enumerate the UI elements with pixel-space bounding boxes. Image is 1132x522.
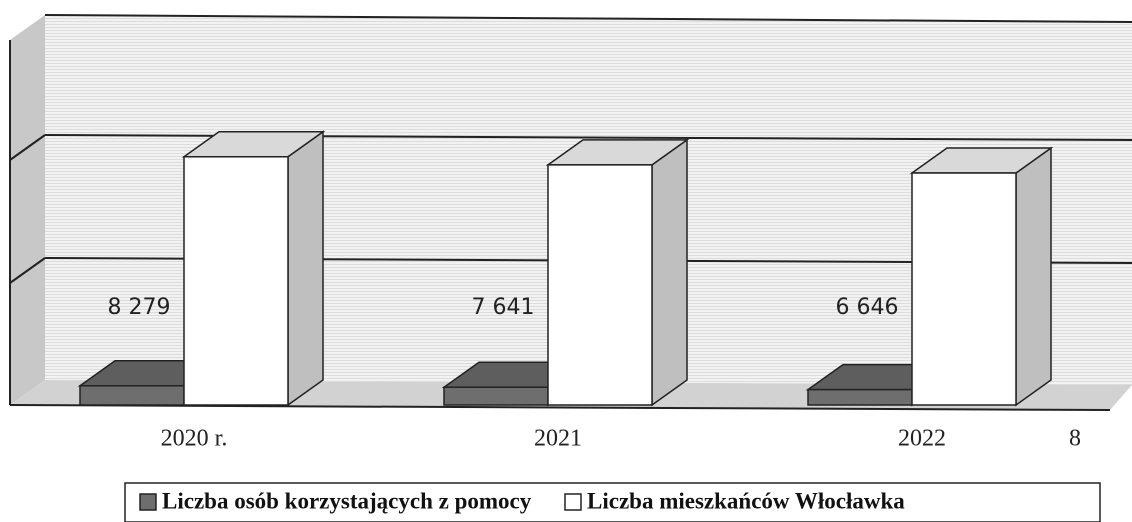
legend-box: [124, 482, 1101, 522]
bar-face: [651, 138, 688, 407]
x-tick-label: 2022: [898, 426, 946, 452]
bar: [181, 130, 326, 407]
legend-swatch: [564, 493, 582, 511]
x-tick-label: 2021: [534, 426, 582, 452]
bar-face: [807, 388, 913, 406]
legend-swatch: [139, 493, 157, 511]
bar: [545, 138, 690, 407]
bar: [909, 146, 1054, 407]
bar-face: [911, 172, 1017, 406]
data-label: 7 641: [472, 295, 535, 320]
bar-face: [443, 386, 549, 406]
bar-face: [183, 156, 289, 406]
data-label: 6 646: [836, 295, 899, 320]
bar-face: [547, 164, 653, 406]
x-tick-label: 8: [1069, 426, 1081, 452]
data-label: 8 279: [108, 295, 171, 320]
legend-label: Liczba osób korzystających z pomocy: [162, 488, 532, 513]
legend-label: Liczba mieszkańców Włocławka: [587, 488, 905, 513]
bar-face: [1015, 146, 1052, 407]
x-tick-label: 2020 r.: [161, 426, 228, 452]
bar-face: [287, 130, 324, 407]
bar-face: [79, 385, 185, 406]
